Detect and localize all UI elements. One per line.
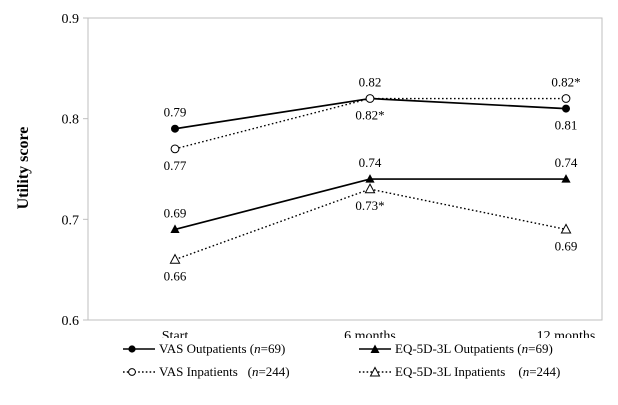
series-1 <box>170 94 571 154</box>
legend-item-vas-inpatients: VAS Inpatients (n=244) <box>122 364 290 380</box>
legend-swatch-open-circle-icon <box>123 368 155 376</box>
data-label: 0.81 <box>555 118 578 133</box>
series-3 <box>169 183 572 264</box>
legend-n-symbol: n <box>254 341 261 356</box>
data-label: 0.69 <box>555 238 578 253</box>
series-line-segment <box>174 188 371 261</box>
legend-item-eq5d-inpatients: EQ-5D-3L Inpatients (n=244) <box>358 364 560 380</box>
y-tick-label: 0.6 <box>62 314 80 329</box>
legend-swatch-filled-circle-icon <box>123 345 155 353</box>
data-label: 0.73* <box>355 198 384 213</box>
data-label: 0.82* <box>355 108 384 123</box>
series-line-segment <box>369 188 567 231</box>
legend: VAS Outpatients (n=69) EQ-5D-3L Outpatie… <box>0 338 618 404</box>
legend-n-symbol: n <box>251 364 259 379</box>
data-label: 0.74 <box>555 155 578 170</box>
y-axis-label: Utility score <box>15 127 32 210</box>
data-point <box>562 104 570 113</box>
legend-label: VAS Outpatients <box>159 341 247 356</box>
data-point <box>561 174 571 183</box>
x-tick-label: 12 months <box>537 329 596 338</box>
legend-n-value: =244 <box>258 364 286 379</box>
data-point <box>171 124 179 133</box>
data-label: 0.82* <box>551 75 580 90</box>
data-point <box>365 94 375 103</box>
y-tick-label: 0.7 <box>62 213 80 228</box>
series-line-segment <box>174 97 371 150</box>
data-point <box>561 94 571 103</box>
legend-n-value: =69 <box>528 341 549 356</box>
legend-swatch-filled-triangle-icon <box>359 344 391 353</box>
series-2 <box>170 174 571 233</box>
legend-label: EQ-5D-3L Inpatients <box>395 364 506 379</box>
legend-n-symbol: n <box>522 364 530 379</box>
series-line-segment <box>369 97 567 110</box>
data-point <box>170 224 180 233</box>
x-tick-label: 6 months <box>344 329 396 338</box>
data-label: 0.79 <box>164 105 187 120</box>
legend-n-symbol: n <box>521 341 529 356</box>
y-tick-label: 0.9 <box>62 12 80 27</box>
plot-area-frame <box>87 17 603 321</box>
legend-swatch-open-triangle-icon <box>359 366 391 377</box>
data-label: 0.82 <box>359 75 382 90</box>
series-line-segment <box>174 97 371 130</box>
legend-n-value: =69 <box>260 341 281 356</box>
data-point <box>560 223 572 234</box>
legend-item-eq5d-outpatients: EQ-5D-3L Outpatients (n=69) <box>358 341 553 357</box>
legend-item-vas-outpatients: VAS Outpatients (n=69) <box>122 341 285 357</box>
data-point <box>170 144 180 154</box>
y-tick-label: 0.8 <box>62 113 80 128</box>
data-point <box>169 253 181 264</box>
data-label: 0.77 <box>164 158 187 173</box>
legend-label: VAS Inpatients <box>159 364 238 379</box>
x-tick-label: Start <box>162 329 189 338</box>
data-label: 0.66 <box>164 269 187 284</box>
data-label: 0.69 <box>164 205 187 220</box>
utility-score-chart: 0.6 0.7 0.8 0.9 Start 6 months 12 months Utili… <box>15 12 603 338</box>
data-point <box>365 174 375 183</box>
legend-label: EQ-5D-3L Outpatients <box>395 341 515 356</box>
series-line-segment <box>174 178 371 231</box>
legend-n-value: =244 <box>529 364 557 379</box>
data-point <box>364 183 376 194</box>
data-label: 0.74 <box>359 155 382 170</box>
